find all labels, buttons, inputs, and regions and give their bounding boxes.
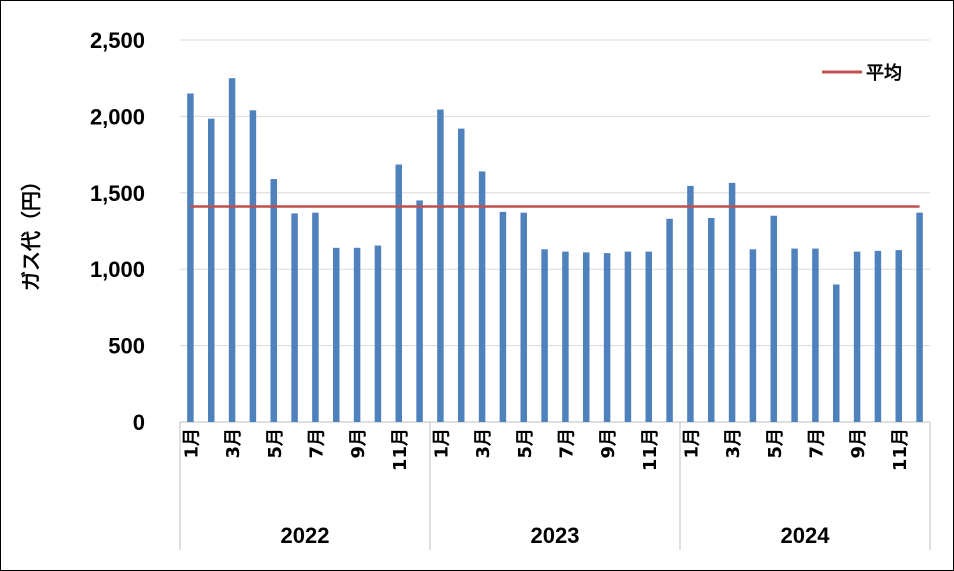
bar (208, 118, 215, 422)
x-tick-label: 3月 (473, 428, 494, 459)
bar (395, 164, 402, 423)
year-label: 2024 (781, 523, 831, 548)
bar (520, 212, 527, 422)
bar (458, 128, 465, 422)
bar (833, 284, 840, 422)
x-tick-label: 7月 (556, 428, 577, 459)
bar (270, 179, 277, 422)
x-tick-label: 5月 (765, 428, 786, 459)
legend: 平均 (822, 62, 902, 84)
x-tick-label: 7月 (806, 428, 827, 459)
y-tick-label: 1,500 (90, 181, 145, 206)
bar (916, 212, 923, 422)
x-tick-label: 9月 (348, 428, 369, 459)
x-tick-label: 7月 (306, 428, 327, 459)
y-tick-label: 2,000 (90, 104, 145, 129)
bar (499, 211, 507, 422)
y-axis-label: ガス代（円） (19, 171, 43, 291)
bars (187, 78, 923, 423)
bar (603, 253, 611, 422)
bar (708, 218, 715, 422)
legend-label: 平均 (866, 62, 902, 84)
x-tick-label: 5月 (265, 428, 286, 459)
bar (770, 215, 777, 422)
x-tick-label: 11月 (390, 428, 411, 471)
bar (895, 250, 902, 422)
bar (312, 212, 319, 422)
bar (687, 185, 694, 422)
gridlines (180, 39, 930, 347)
x-tick-label: 9月 (598, 428, 619, 459)
x-tick-label: 1月 (681, 428, 702, 459)
year-label: 2023 (531, 523, 580, 548)
bar (874, 250, 882, 422)
bar (666, 218, 673, 422)
bar (645, 251, 652, 422)
bar (374, 245, 382, 422)
bar (187, 93, 194, 422)
bar (249, 110, 257, 423)
bar (416, 200, 423, 422)
bar (291, 213, 298, 422)
bar (437, 109, 444, 423)
bar (478, 171, 486, 422)
bar (624, 251, 632, 422)
year-label: 2022 (281, 523, 330, 548)
bar (749, 249, 757, 422)
bar (333, 247, 340, 422)
x-tick-label: 9月 (848, 428, 869, 459)
bar (583, 252, 590, 422)
bar (791, 248, 798, 422)
x-tick-label: 1月 (181, 428, 202, 459)
x-tick-label: 3月 (723, 428, 744, 459)
labels: 0 500 1,000 1,500 2,000 2,500 2022 1月 3月 5月 7月 9月 11… (90, 28, 911, 548)
y-tick-label: 1,000 (90, 257, 145, 282)
y-tick-label: 500 (108, 334, 145, 359)
y-tick-label: 0 (133, 410, 145, 435)
bar (541, 249, 548, 422)
x-tick-label: 1月 (431, 428, 452, 459)
x-tick-label: 3月 (223, 428, 244, 459)
axes (179, 421, 931, 550)
bar (228, 78, 236, 422)
x-tick-label: 11月 (640, 428, 661, 471)
bar (353, 247, 361, 422)
bar (853, 251, 861, 422)
bar (812, 248, 819, 422)
x-tick-label: 11月 (890, 428, 911, 471)
bar (728, 182, 736, 422)
x-tick-label: 5月 (515, 428, 536, 459)
y-tick-label: 2,500 (90, 28, 145, 53)
bar (562, 251, 569, 422)
